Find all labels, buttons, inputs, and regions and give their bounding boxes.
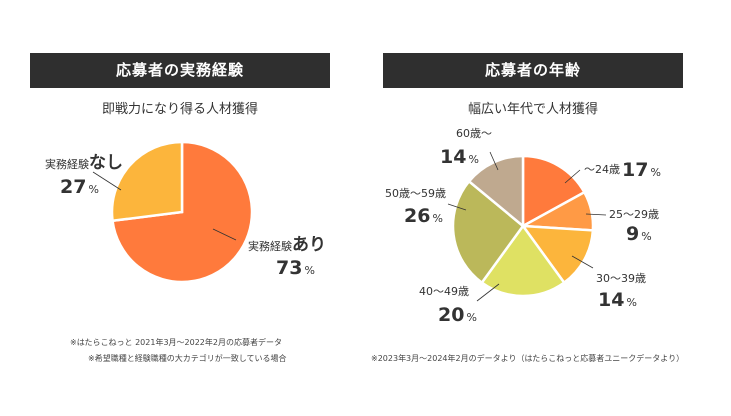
value-age-25-29: 9% (626, 223, 652, 245)
left-note-1: ※はたらこねっと 2021年3月～2022年2月の応募者データ (70, 338, 282, 347)
label-age-60: 60歳～ (456, 127, 492, 140)
label-age-24: ～24歳 (584, 163, 620, 176)
leader-line-age-40-49 (476, 283, 500, 302)
value-age-50-59: 26% (404, 205, 443, 227)
age-slice-4 (451, 179, 525, 285)
value-age-40-49: 20% (438, 304, 477, 326)
label-age-50-59: 50歳～59歳 (385, 187, 446, 200)
leader-line-age-30-39 (571, 255, 594, 269)
right-subtitle: 幅広い年代で人材獲得 (467, 102, 598, 117)
value-experience-yes: 73% (276, 257, 315, 279)
right-note-1: ※2023年3月～2024年2月のデータより（はたらこねっと応募者ユニークデータ… (371, 354, 685, 363)
right-panel: 応募者の年齢 幅広い年代で人材獲得 ※2023年3月～2024年2月のデータより… (371, 0, 684, 416)
pie-experience (110, 140, 254, 284)
value-experience-no: 27% (60, 176, 99, 198)
right-header: 応募者の年齢 (383, 53, 683, 88)
left-header: 応募者の実務経験 (30, 53, 330, 88)
leader-line-experience-no (92, 171, 122, 191)
left-subtitle: 即戦力になり得る人材獲得 (101, 102, 258, 117)
label-age-30-39: 30～39歳 (596, 272, 646, 285)
leader-line-age-25-29 (585, 213, 607, 216)
value-age-60: 14% (440, 146, 479, 168)
age-slice-0 (521, 154, 587, 229)
label-age-40-49: 40～49歳 (419, 285, 469, 298)
age-slice-5 (467, 154, 525, 229)
value-age-30-39: 14% (598, 289, 637, 311)
label-experience-no: 実務経験なし (45, 153, 123, 173)
age-slice-3 (480, 223, 566, 298)
experience-slice-1 (110, 140, 184, 223)
leader-line-age-50-59 (447, 203, 467, 211)
label-experience-yes: 実務経験あり (248, 235, 326, 255)
leader-line-age-24 (564, 169, 581, 184)
value-age-24: 17% (622, 159, 661, 181)
left-note-2: ※希望職種と経験職種の大カテゴリが一致している場合 (88, 354, 287, 363)
leader-line-age-60 (489, 151, 499, 171)
label-age-25-29: 25～29歳 (609, 208, 659, 221)
left-panel: 応募者の実務経験 即戦力になり得る人材獲得 ※はたらこねっと 2021年3月～2… (30, 0, 330, 416)
leader-line-experience-yes (212, 228, 237, 241)
pie-age (451, 154, 595, 298)
